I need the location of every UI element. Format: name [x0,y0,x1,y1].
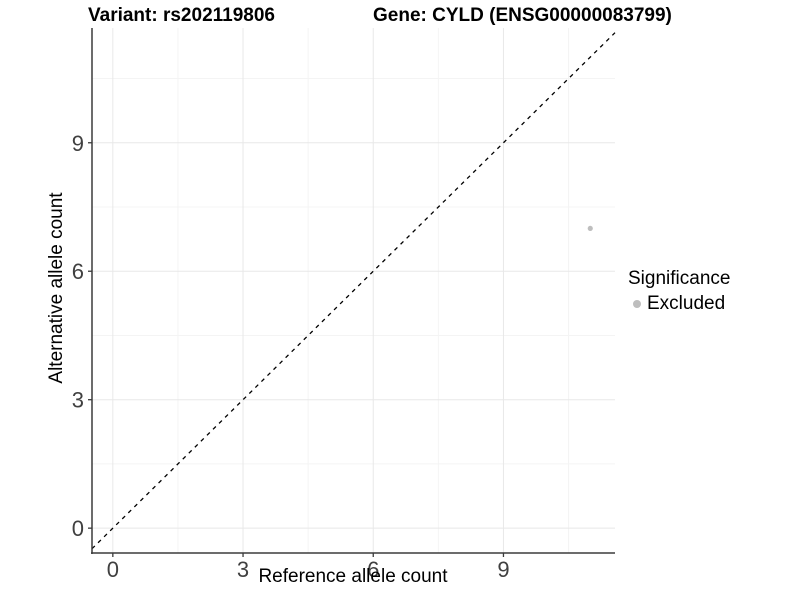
legend-title: Significance [628,268,731,289]
y-tick-label: 9 [72,131,84,156]
x-axis-title: Reference allele count [258,566,448,587]
x-tick-label: 0 [107,557,119,582]
identity-line [91,32,616,550]
y-tick-label: 6 [72,259,84,284]
gene-title: Gene: CYLD (ENSG00000083799) [373,5,672,26]
legend-key-dot-icon [633,300,641,308]
data-point [587,225,593,232]
legend-item-label: Excluded [647,293,726,314]
y-tick-label: 3 [72,388,84,413]
x-tick-label: 9 [497,557,509,582]
y-axis-title: Alternative allele count [46,192,67,384]
variant-title: Variant: rs202119806 [88,5,275,26]
y-tick-label: 0 [72,516,84,541]
legend: Significance Excluded [628,268,730,315]
legend-item-excluded: Excluded [628,293,730,315]
x-tick-label: 6 [367,557,379,582]
x-tick-label: 3 [237,557,249,582]
